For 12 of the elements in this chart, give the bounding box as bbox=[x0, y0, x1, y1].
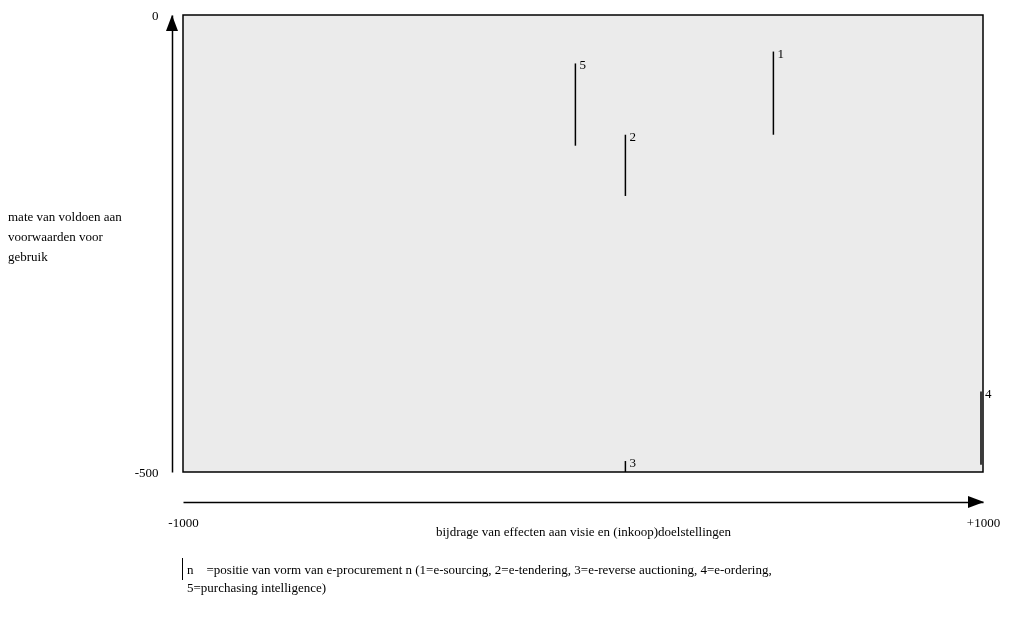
x-tick-label: -1000 bbox=[168, 514, 199, 530]
y-axis-title: mate van voldoen aan voorwaarden voor gebruik bbox=[8, 208, 123, 266]
series-label: 2 bbox=[629, 128, 636, 144]
y-tick-label: -500 bbox=[134, 464, 159, 480]
series-label: 4 bbox=[985, 385, 992, 401]
series-label: 5 bbox=[579, 57, 586, 73]
x-tick-label: +1000 bbox=[966, 514, 1001, 530]
x-axis-title: bijdrage van effecten aan visie en (inkoop)doelstellingen bbox=[435, 523, 732, 539]
series-label: 1 bbox=[777, 45, 784, 61]
y-tick-label: 0 bbox=[152, 7, 159, 23]
series-label: 3 bbox=[629, 455, 636, 471]
text: n =positie van vorm van e-procurement n (1=e-sourcing, 2=e-tendering, 3=e-reverse auctioning, 4=e-ordering, 5=purchasing intelligence) bbox=[186, 561, 773, 597]
